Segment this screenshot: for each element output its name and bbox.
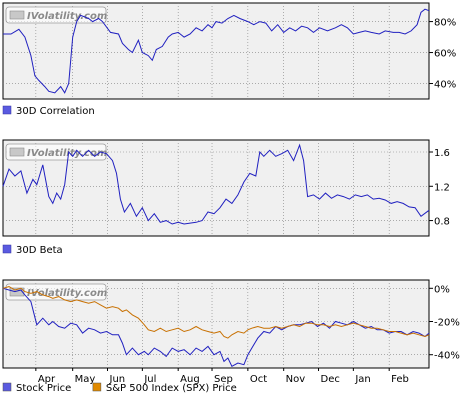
y-tick-label: 0.8 xyxy=(434,217,450,228)
chart-panel-3: 0% -20% -40% IVolatility.com Apr May Jun Jul Aug… xyxy=(2,279,460,394)
x-tick-label: Feb xyxy=(391,374,409,385)
legend-label: 30D Beta xyxy=(16,245,63,256)
series-line-1 xyxy=(3,8,430,94)
legend-swatch xyxy=(92,382,102,392)
x-tick-label: Aug xyxy=(180,374,200,385)
watermark: IVolatility.com xyxy=(5,6,107,24)
x-tick-label: Jun xyxy=(109,374,126,385)
x-tick-label: Sep xyxy=(214,374,233,385)
legend-label: Stock Price xyxy=(16,383,71,394)
watermark-logo-icon xyxy=(9,10,25,20)
watermark-badge xyxy=(5,6,107,24)
series-line-2 xyxy=(2,286,430,339)
watermark-badge xyxy=(5,143,107,161)
watermark-badge xyxy=(5,283,107,301)
legend-swatch xyxy=(2,105,12,115)
y-tick-label: -20% xyxy=(434,318,460,329)
y-tick-label: 1.2 xyxy=(434,182,450,193)
series-line-1 xyxy=(2,287,430,367)
x-tick-label: Jan xyxy=(354,374,370,385)
x-tick-label: May xyxy=(75,374,96,385)
x-tick-label: Apr xyxy=(38,374,56,385)
y-tick-label: 40% xyxy=(434,80,456,91)
chart-panel-2: 0.8 1.2 1.6 IVolatility.com 30D Beta xyxy=(2,139,450,256)
x-tick-label: Oct xyxy=(250,374,267,385)
watermark-text: IVolatility.com xyxy=(27,148,107,159)
legend-swatch xyxy=(2,244,12,254)
y-tick-label: 0% xyxy=(434,284,450,295)
x-tick-label: Nov xyxy=(286,374,306,385)
y-tick-label: 1.6 xyxy=(434,148,450,159)
legend-label: S&P 500 Index (SPX) Price xyxy=(106,383,237,394)
series-line-1 xyxy=(2,143,430,225)
legend-swatch xyxy=(2,382,12,392)
watermark-logo-icon xyxy=(9,287,25,297)
y-tick-label: 80% xyxy=(434,18,456,29)
watermark: IVolatility.com xyxy=(5,143,107,161)
x-tick-label: Jul xyxy=(143,374,156,385)
watermark-logo-icon xyxy=(9,147,25,157)
chart-panel-1: 40% 60% 80% IVolatility.com 30D Correlation xyxy=(2,2,456,117)
y-tick-label: -40% xyxy=(434,351,460,362)
legend-label: 30D Correlation xyxy=(16,106,95,117)
watermark: IVolatility.com xyxy=(5,283,107,301)
watermark-text: IVolatility.com xyxy=(27,11,107,22)
watermark-text: IVolatility.com xyxy=(27,288,107,299)
x-tick-label: Dec xyxy=(321,374,340,385)
y-tick-label: 60% xyxy=(434,49,456,60)
